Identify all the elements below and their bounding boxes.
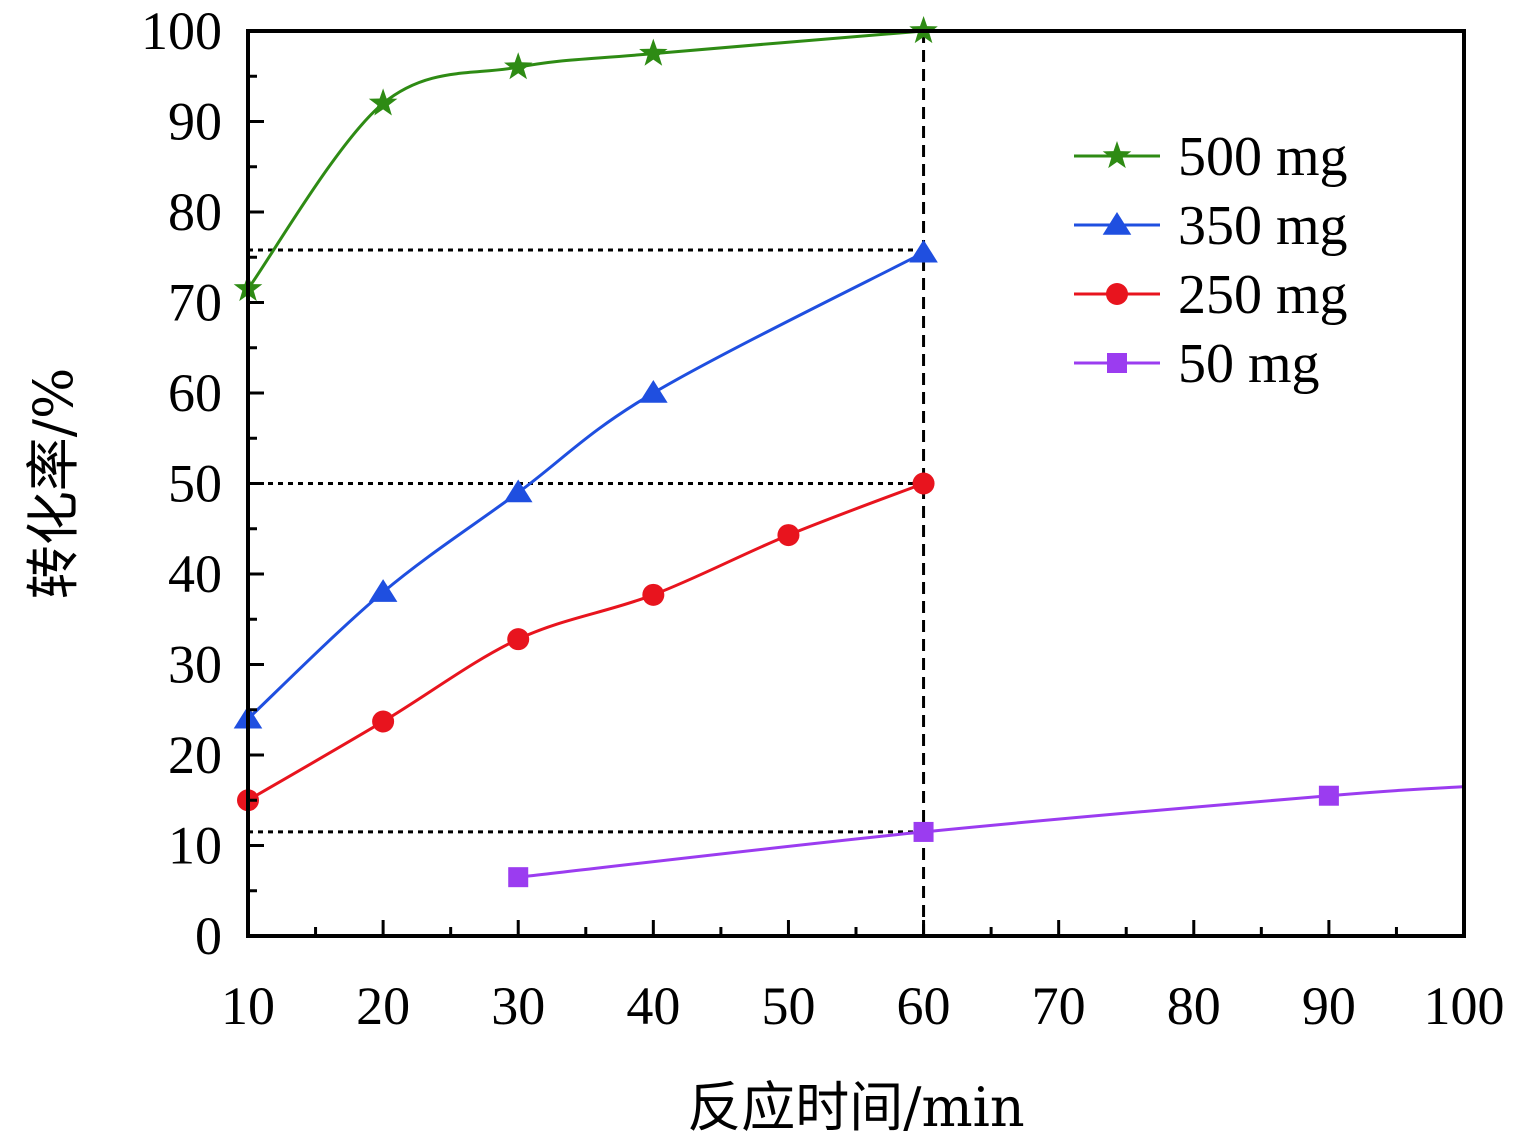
circle-marker — [912, 472, 935, 495]
y-tick-label: 100 — [141, 1, 222, 61]
x-axis-title: 反应时间/min — [687, 1076, 1024, 1139]
x-tick-label: 80 — [1167, 976, 1221, 1036]
legend-entry: 350 mg — [1074, 195, 1348, 257]
x-tick-label: 20 — [356, 976, 410, 1036]
series-250-mg — [237, 472, 935, 812]
series-350-mg — [233, 239, 938, 729]
triangle-marker — [368, 579, 398, 602]
circle-marker — [642, 583, 665, 606]
triangle-marker — [1102, 212, 1132, 235]
legend-entry: 500 mg — [1074, 126, 1348, 188]
series-500-mg — [233, 16, 938, 302]
y-tick-label: 60 — [168, 363, 222, 423]
y-tick-label: 70 — [168, 273, 222, 333]
y-tick-label: 10 — [168, 816, 222, 876]
legend-entry: 250 mg — [1074, 264, 1348, 326]
x-tick-label: 70 — [1032, 976, 1086, 1036]
circle-marker — [372, 710, 395, 733]
star-marker — [1102, 141, 1132, 169]
y-tick-label: 40 — [168, 544, 222, 604]
y-tick-label: 0 — [195, 906, 222, 966]
legend-label: 350 mg — [1178, 195, 1348, 257]
star-marker — [639, 38, 668, 66]
square-marker — [1107, 353, 1127, 373]
legend: 500 mg 350 mg 250 mg 50 mg — [1074, 126, 1348, 395]
circle-marker — [1106, 283, 1128, 305]
reference-lines — [248, 31, 926, 936]
star-marker — [504, 52, 533, 80]
circle-marker — [507, 628, 530, 651]
legend-label: 50 mg — [1178, 333, 1320, 395]
y-axis-title: 转化率/% — [22, 368, 85, 600]
x-tick-label: 60 — [897, 976, 951, 1036]
legend-label: 250 mg — [1178, 264, 1348, 326]
legend-entry: 50 mg — [1074, 333, 1320, 395]
y-tick-label: 80 — [168, 182, 222, 242]
x-tick-label: 40 — [626, 976, 680, 1036]
x-tick-label: 100 — [1424, 976, 1505, 1036]
triangle-marker — [639, 380, 668, 403]
legend-label: 500 mg — [1178, 126, 1348, 188]
series-group — [233, 16, 1465, 888]
square-marker — [1318, 785, 1339, 806]
triangle-marker — [909, 239, 938, 263]
y-tick-label: 30 — [168, 635, 222, 695]
series-line — [247, 482, 925, 802]
star-marker — [368, 88, 398, 116]
x-tick-label: 10 — [221, 976, 275, 1036]
series-50-mg — [508, 785, 1465, 888]
triangle-marker — [503, 479, 533, 503]
circle-marker — [777, 524, 800, 547]
y-tick-label: 90 — [168, 92, 222, 152]
series-line — [518, 785, 1465, 879]
square-marker — [508, 867, 529, 888]
x-tick-label: 50 — [761, 976, 815, 1036]
y-tick-label: 50 — [168, 454, 222, 514]
square-marker — [913, 821, 934, 842]
y-tick-label: 20 — [168, 725, 222, 785]
axis-ticks: 10 20 30 40 50 60 70 80 90 100 0 10 20 30 40 50 60 70 80 90… — [141, 1, 1505, 1036]
x-tick-label: 30 — [491, 976, 545, 1036]
series-line — [246, 251, 925, 720]
x-tick-label: 90 — [1302, 976, 1356, 1036]
